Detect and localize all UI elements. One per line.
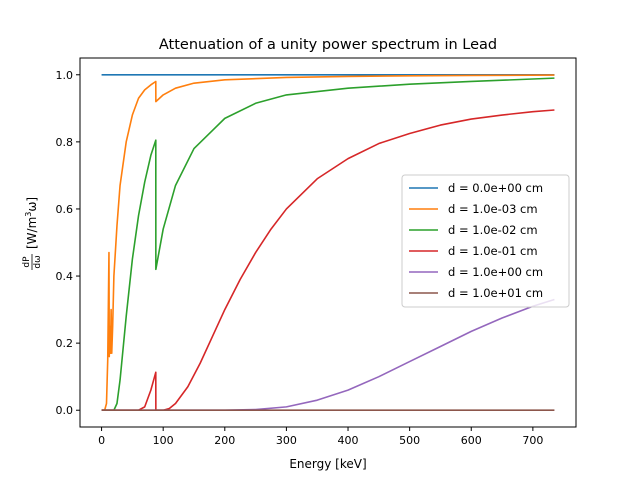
y-axis: 0.0 0.2 0.4 0.6 0.8 1.0 xyxy=(56,69,80,417)
y-tick-label: 0.6 xyxy=(56,203,74,216)
legend-item: d = 0.0e+00 cm xyxy=(409,181,543,195)
legend-label: d = 1.0e+00 cm xyxy=(448,265,543,279)
series-line-2 xyxy=(101,74,555,412)
legend-label: d = 1.0e-03 cm xyxy=(448,202,538,216)
y-axis-label-unit: [W/m3ω] xyxy=(24,197,39,249)
y-tick-label: 0.8 xyxy=(56,136,74,149)
x-axis: 0 100 200 300 400 500 600 700 xyxy=(98,427,543,447)
x-tick-label: 400 xyxy=(338,434,359,447)
chart-title: Attenuation of a unity power spectrum in… xyxy=(159,37,497,53)
legend-label: d = 1.0e+01 cm xyxy=(448,286,543,300)
x-tick-label: 0 xyxy=(98,434,105,447)
y-tick-label: 0.4 xyxy=(56,270,74,283)
legend-label: d = 1.0e-02 cm xyxy=(448,223,538,237)
legend-label: d = 0.0e+00 cm xyxy=(448,181,543,195)
legend-box xyxy=(401,174,570,308)
y-tick-label: 1.0 xyxy=(56,69,74,82)
y-tick-label: 0.2 xyxy=(56,337,74,350)
legend-item: d = 1.0e-02 cm xyxy=(409,223,538,237)
x-tick-label: 600 xyxy=(461,434,482,447)
y-axis-label: dP dω [W/m3ω] xyxy=(22,197,43,270)
series-layer xyxy=(101,73,555,412)
x-tick-label: 500 xyxy=(399,434,420,447)
series-line-4 xyxy=(101,109,555,412)
x-tick-label: 200 xyxy=(214,434,235,447)
legend-item: d = 1.0e-01 cm xyxy=(409,244,538,258)
y-axis-label-denominator: dω xyxy=(33,255,43,268)
legend-item: d = 1.0e+00 cm xyxy=(409,265,543,279)
legend: d = 0.0e+00 cm d = 1.0e-03 cm d = 1.0e-02 … xyxy=(401,174,570,308)
x-tick-label: 100 xyxy=(153,434,174,447)
x-tick-label: 300 xyxy=(276,434,297,447)
plot-area xyxy=(79,57,577,428)
legend-item: d = 1.0e-03 cm xyxy=(409,202,538,216)
axes-frame xyxy=(79,57,577,428)
y-tick-label: 0.0 xyxy=(56,404,74,417)
series-line-3 xyxy=(101,77,555,412)
y-axis-label-numerator: dP xyxy=(22,256,32,268)
legend-label: d = 1.0e-01 cm xyxy=(448,244,538,258)
x-axis-label: Energy [keV] xyxy=(289,457,366,471)
legend-item: d = 1.0e+01 cm xyxy=(409,286,543,300)
x-tick-label: 700 xyxy=(522,434,543,447)
